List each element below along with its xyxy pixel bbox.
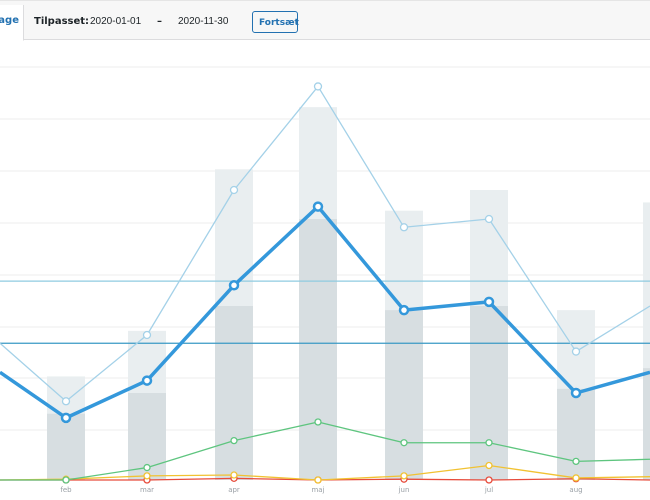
series-point-line_green bbox=[400, 439, 408, 447]
series-point-line_light bbox=[484, 214, 494, 224]
series-point-line_light bbox=[61, 397, 71, 406]
custom-range-label: Tilpasset: bbox=[34, 16, 90, 27]
bar-partial bbox=[215, 306, 253, 480]
series-point-line_green bbox=[143, 463, 151, 472]
bar-partial bbox=[385, 310, 423, 480]
tab-days[interactable]: dage bbox=[0, 5, 24, 41]
series-point-line_light bbox=[142, 330, 152, 340]
continue-button[interactable]: Fortsæt bbox=[252, 11, 299, 33]
date-range-toolbar: dage Tilpasset: – Fortsæt bbox=[0, 0, 650, 41]
series-point-line_light bbox=[313, 82, 323, 91]
series-point-line_green bbox=[62, 476, 70, 484]
series-point-line_light bbox=[571, 347, 581, 356]
series-point-line_yellow bbox=[572, 474, 580, 482]
series-point-line_red bbox=[485, 476, 493, 484]
bar-partial bbox=[299, 219, 337, 480]
series-point-line_light bbox=[229, 185, 239, 195]
series-point-line_green bbox=[485, 439, 493, 447]
x-tick-label: aug bbox=[569, 486, 582, 494]
bar-partial bbox=[47, 413, 85, 480]
x-tick-label: apr bbox=[228, 486, 240, 494]
bar-partial bbox=[643, 368, 650, 480]
bar-partial bbox=[557, 388, 595, 480]
series-point-line_yellow bbox=[143, 472, 151, 480]
series-point-line_main bbox=[60, 412, 72, 424]
series-point-line_main bbox=[312, 201, 324, 212]
x-tick-label: jun bbox=[398, 486, 410, 494]
x-tick-label: maj bbox=[311, 486, 324, 494]
series-point-line_green bbox=[314, 418, 322, 426]
series-point-line_main bbox=[570, 387, 582, 399]
series-point-line_main bbox=[398, 304, 410, 316]
sales-chart: feb mar apr maj jun jul aug bbox=[0, 40, 650, 500]
date-to-input[interactable] bbox=[178, 14, 240, 30]
tab-days-label: dage bbox=[0, 15, 19, 26]
series-point-line_green bbox=[572, 457, 580, 466]
series-point-line_yellow bbox=[230, 471, 238, 479]
series-point-line_yellow bbox=[485, 461, 493, 470]
series-point-line_main bbox=[483, 296, 495, 308]
bar-total bbox=[643, 202, 650, 480]
x-tick-label: mar bbox=[140, 486, 154, 494]
date-from-input[interactable] bbox=[90, 14, 152, 30]
chart-svg: feb mar apr maj jun jul aug bbox=[0, 66, 650, 494]
series-point-line_yellow bbox=[400, 472, 408, 480]
x-tick-label: feb bbox=[60, 486, 72, 494]
series-point-line_green bbox=[230, 436, 238, 445]
bar-partial bbox=[470, 306, 508, 480]
series-point-line_yellow bbox=[314, 476, 322, 484]
series-point-line_main bbox=[228, 280, 240, 291]
date-separator: – bbox=[157, 16, 162, 27]
x-tick-label: jul bbox=[484, 486, 493, 494]
series-point-line_main bbox=[141, 375, 153, 386]
series-point-line_light bbox=[399, 223, 409, 232]
